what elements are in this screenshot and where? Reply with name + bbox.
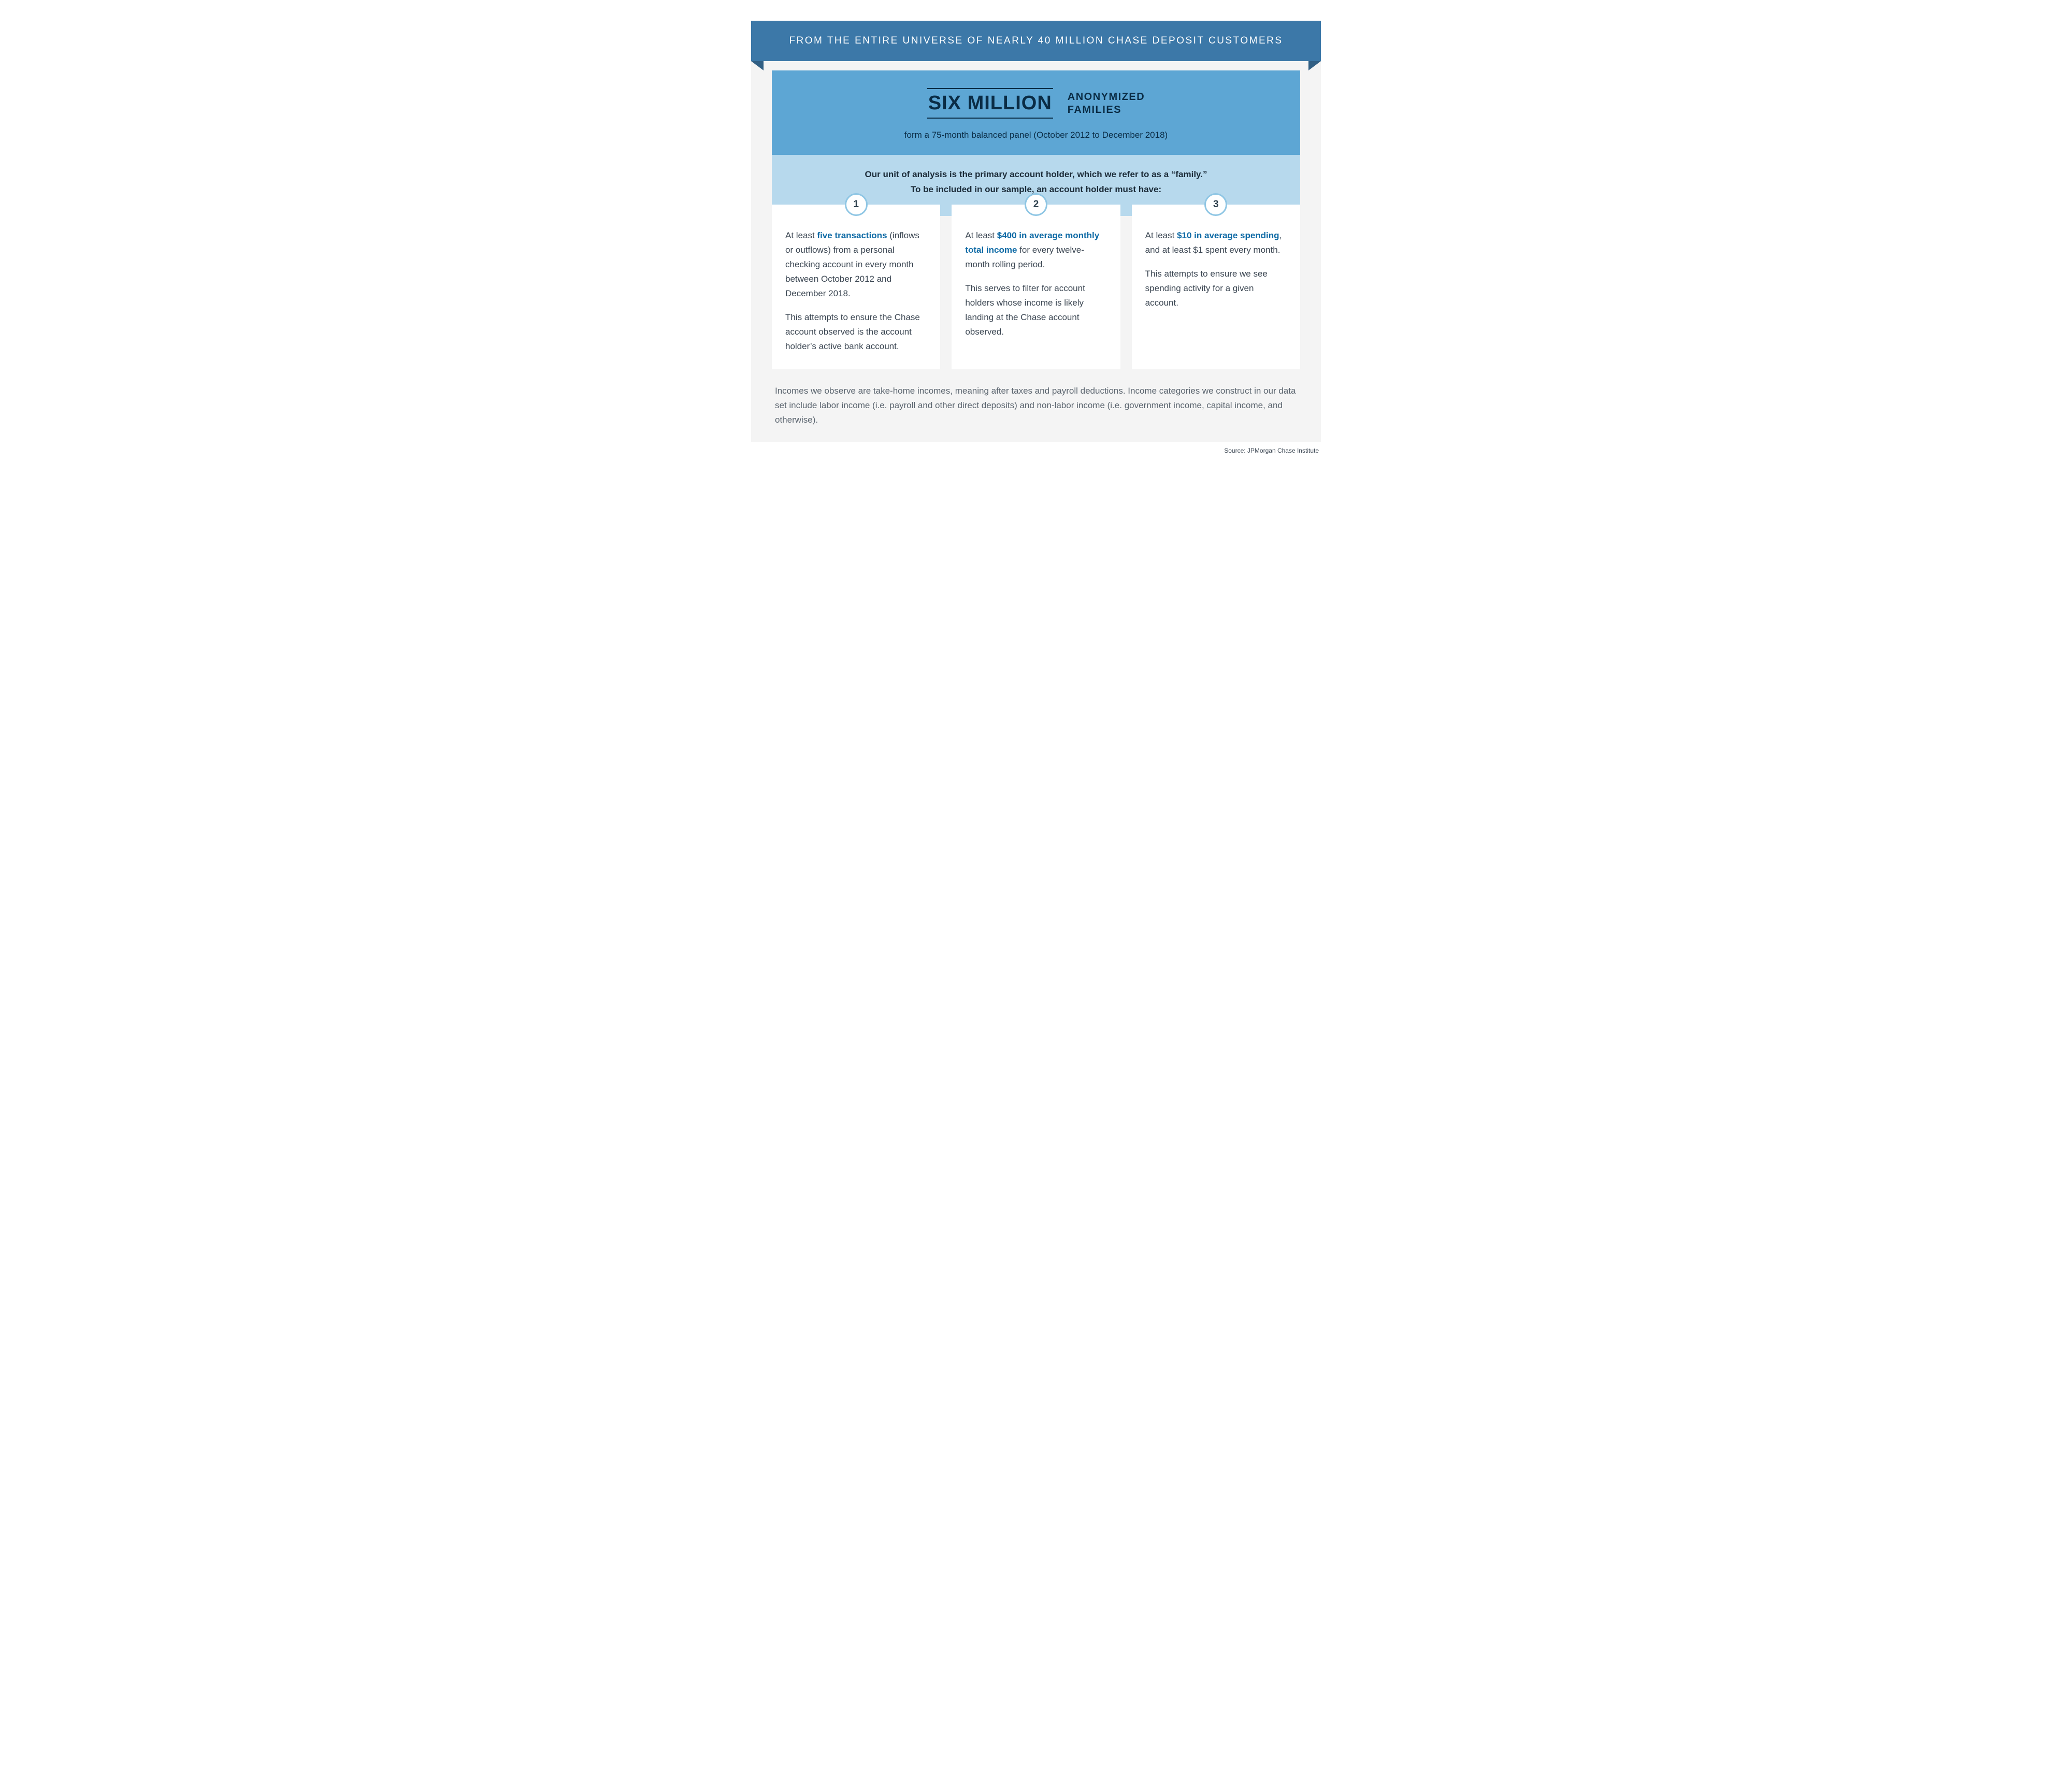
- card3-p2: This attempts to ensure we see spending …: [1145, 267, 1287, 310]
- criteria-card-3: 3 At least $10 in average spending, and …: [1132, 205, 1300, 369]
- light-line1: Our unit of analysis is the primary acco…: [782, 167, 1290, 182]
- badge-1: 1: [845, 193, 868, 216]
- card3-p1-pre: At least: [1145, 230, 1177, 240]
- anon-line1: ANONYMIZED: [1068, 91, 1145, 104]
- card2-p1-pre: At least: [965, 230, 997, 240]
- card1-p1-post: (inflows or outflows) from a personal ch…: [785, 230, 919, 298]
- notch-left: [751, 61, 764, 70]
- mid-band: SIX MILLION ANONYMIZED FAMILIES form a 7…: [772, 68, 1300, 155]
- anon-line2: FAMILIES: [1068, 104, 1145, 117]
- card3-p1: At least $10 in average spending, and at…: [1145, 228, 1287, 257]
- badge-2: 2: [1025, 193, 1047, 216]
- card2-p1: At least $400 in average monthly total i…: [965, 228, 1106, 272]
- anonymized-families-title: ANONYMIZED FAMILIES: [1068, 91, 1145, 117]
- criteria-cards: 1 At least five transactions (inflows or…: [772, 205, 1300, 384]
- notch-right: [1308, 61, 1321, 70]
- card1-p1-pre: At least: [785, 230, 817, 240]
- card3-p1-highlight: $10 in average spending: [1177, 230, 1279, 240]
- notch-fill: [764, 61, 1308, 70]
- header-band: FROM THE ENTIRE UNIVERSE OF NEARLY 40 MI…: [751, 21, 1321, 61]
- mid-title-row: SIX MILLION ANONYMIZED FAMILIES: [927, 88, 1145, 119]
- card1-p2: This attempts to ensure the Chase accoun…: [785, 310, 927, 354]
- six-million-title: SIX MILLION: [927, 88, 1053, 119]
- footnote-text: Incomes we observe are take-home incomes…: [772, 384, 1300, 442]
- card2-p2: This serves to filter for account holder…: [965, 281, 1106, 339]
- badge-3: 3: [1204, 193, 1227, 216]
- header-text: FROM THE ENTIRE UNIVERSE OF NEARLY 40 MI…: [789, 35, 1283, 46]
- card1-p1: At least five transactions (inflows or o…: [785, 228, 927, 301]
- source-attribution: Source: JPMorgan Chase Institute: [751, 447, 1321, 454]
- banner-notch: [751, 61, 1321, 70]
- card1-p1-highlight: five transactions: [817, 230, 887, 240]
- criteria-card-1: 1 At least five transactions (inflows or…: [772, 205, 940, 369]
- infographic-container: FROM THE ENTIRE UNIVERSE OF NEARLY 40 MI…: [751, 21, 1321, 442]
- criteria-card-2: 2 At least $400 in average monthly total…: [952, 205, 1120, 369]
- mid-subtitle: form a 75-month balanced panel (October …: [782, 130, 1290, 140]
